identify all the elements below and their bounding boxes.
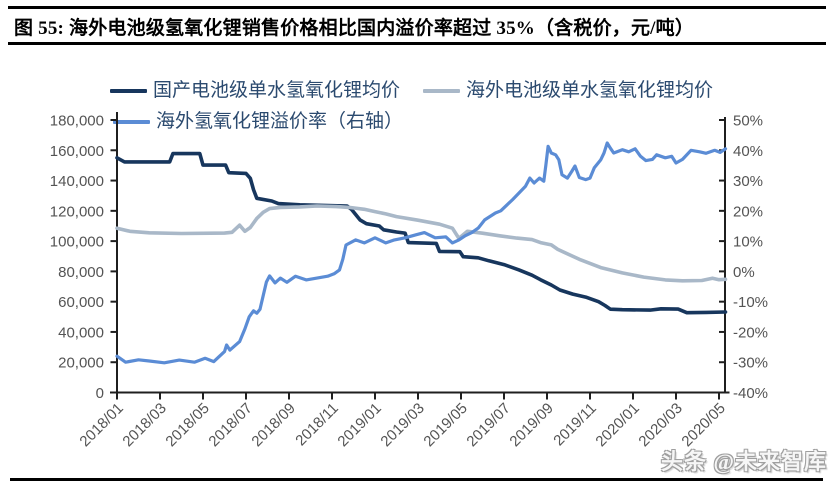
y-right-tick-label: -30% xyxy=(733,355,768,372)
x-tick-label: 2018/01 xyxy=(76,400,126,450)
legend-row-2: 海外氢氧化锂溢价率（右轴） xyxy=(113,110,403,134)
legend-line-swatch-domestic xyxy=(110,89,147,93)
y-left-tick-label: 80,000 xyxy=(58,264,104,281)
y-right-tick-label: 50% xyxy=(733,113,763,130)
legend-item-premium-rate: 海外氢氧化锂溢价率（右轴） xyxy=(113,110,403,134)
x-tick-label: 2020/05 xyxy=(678,400,728,450)
legend-line-swatch-premium xyxy=(113,120,150,124)
y-right-tick-label: -20% xyxy=(733,324,768,341)
y-left-tick-label: 120,000 xyxy=(50,203,104,220)
x-tick-label: 2020/01 xyxy=(592,400,642,450)
y-left-tick-label: 100,000 xyxy=(50,234,104,251)
figure-title: 图 55: 海外电池级氢氧化锂销售价格相比国内溢价率超过 35%（含税价，元/吨… xyxy=(14,18,695,39)
y-right-tick-label: 20% xyxy=(733,203,763,220)
watermark: 头条 @未来智库 xyxy=(661,449,827,474)
legend-label-overseas: 海外电池级单水氢氧化锂均价 xyxy=(466,80,714,101)
bottom-divider xyxy=(10,478,823,481)
axes xyxy=(110,112,730,400)
x-tick-label: 2018/09 xyxy=(248,400,298,450)
legend-row-1: 国产电池级单水氢氧化锂均价 海外电池级单水氢氧化锂均价 xyxy=(110,79,713,103)
x-tick-label: 2018/07 xyxy=(205,400,255,450)
x-tick-label: 2018/03 xyxy=(119,400,169,450)
y-right-tick-label: 30% xyxy=(733,173,763,190)
domestic-price-line xyxy=(115,151,728,315)
x-tick-label: 2019/03 xyxy=(377,400,427,450)
top-divider xyxy=(8,6,826,9)
y-left-tick-label: 0 xyxy=(96,385,104,402)
premium-rate-line xyxy=(115,141,728,365)
y-left-tick-label: 20,000 xyxy=(58,355,104,372)
y-right-tick-label: 10% xyxy=(733,234,763,251)
x-tick-label: 2019/01 xyxy=(334,400,384,450)
legend-label-domestic: 国产电池级单水氢氧化锂均价 xyxy=(153,80,401,101)
y-left-tick-label: 40,000 xyxy=(58,324,104,341)
y-left-tick-label: 180,000 xyxy=(50,113,104,130)
title-divider xyxy=(8,42,826,45)
x-tick-label: 2019/09 xyxy=(506,400,556,450)
x-tick-label: 2019/11 xyxy=(550,400,600,450)
y-right-tick-label: -10% xyxy=(733,294,768,311)
overseas-price-line xyxy=(115,204,728,283)
y-left-tick-label: 60,000 xyxy=(58,294,104,311)
y-left-tick-label: 160,000 xyxy=(50,143,104,160)
y-right-tick-label: 40% xyxy=(733,143,763,160)
y-right-tick-label: 0% xyxy=(733,264,755,281)
x-tick-label: 2018/11 xyxy=(292,400,342,450)
legend-item-domestic-price: 国产电池级单水氢氧化锂均价 xyxy=(110,79,400,103)
x-tick-label: 2020/03 xyxy=(635,400,685,450)
legend-line-swatch-overseas xyxy=(423,89,461,93)
legend-label-premium: 海外氢氧化锂溢价率（右轴） xyxy=(156,111,404,132)
x-tick-label: 2019/05 xyxy=(420,400,470,450)
x-tick-label: 2019/07 xyxy=(463,400,513,450)
y-right-tick-label: -40% xyxy=(733,385,768,402)
y-left-tick-label: 140,000 xyxy=(50,173,104,190)
legend-item-overseas-price: 海外电池级单水氢氧化锂均价 xyxy=(423,79,713,103)
x-tick-label: 2018/05 xyxy=(162,400,212,450)
